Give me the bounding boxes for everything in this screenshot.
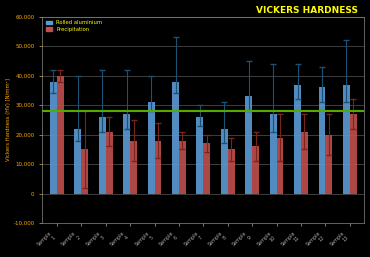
Legend: Rolled aluminium, Precipitation: Rolled aluminium, Precipitation [45,19,104,33]
Bar [319,87,325,194]
Bar [172,81,179,194]
Bar [204,143,210,194]
Bar [106,132,112,194]
Bar [270,114,276,194]
Bar [276,137,283,194]
Bar [294,85,301,194]
Bar [99,117,106,194]
Bar [245,96,252,194]
Bar [350,114,357,194]
Bar [148,102,155,194]
Bar [50,81,57,194]
Bar [74,129,81,194]
Bar [325,135,332,194]
Bar [301,132,308,194]
Bar [130,141,137,194]
Bar [155,141,161,194]
Bar [179,141,186,194]
Bar [57,76,64,194]
Bar [343,85,350,194]
Y-axis label: Vickers Hardness (HV) [N/mm²]: Vickers Hardness (HV) [N/mm²] [6,78,11,161]
Bar [196,117,204,194]
Text: VICKERS HARDNESS: VICKERS HARDNESS [256,6,358,15]
Bar [252,146,259,194]
Bar [81,149,88,194]
Bar [221,129,228,194]
Bar [123,114,130,194]
Bar [228,149,235,194]
